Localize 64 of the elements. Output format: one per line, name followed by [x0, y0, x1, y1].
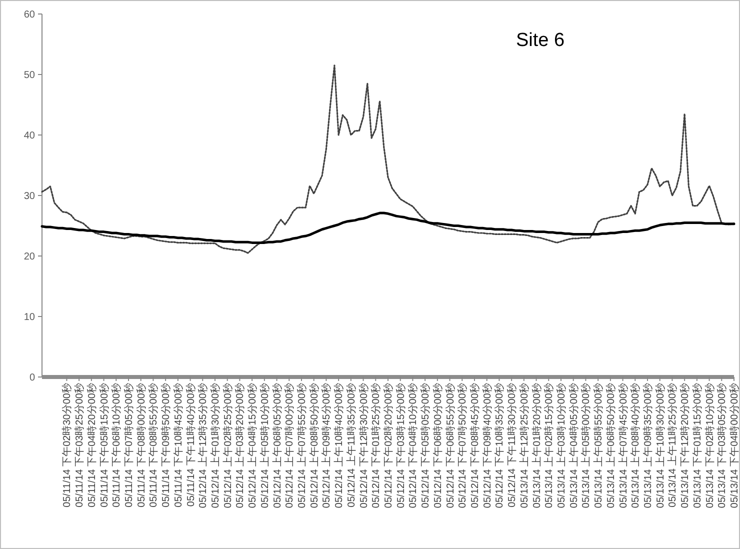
x-tick-label: 05/12/14 上午03時20分00秒: [234, 383, 246, 508]
x-tick-label: 05/13/14 上午05時00分00秒: [580, 383, 592, 508]
x-tick-label: 05/12/14 上午06時05分00秒: [271, 383, 284, 508]
x-tick-label: 05/12/14 上午12時35分00秒: [197, 383, 210, 508]
x-tick-label: 05/12/14 下午07時50分00秒: [456, 383, 469, 508]
x-tick-label: 05/13/14 上午11時25分00秒: [666, 383, 679, 508]
x-tick-label: 05/12/14 上午07時55分00秒: [296, 383, 308, 508]
x-tick-label: 05/13/14 上午09時35分00秒: [642, 383, 654, 508]
x-tick-label: 05/11/14 下午08時55分00秒: [148, 383, 160, 508]
x-tick-label: 05/11/14 下午06時10分00秒: [110, 383, 123, 508]
x-tick-label: 05/12/14 下午04時10分00秒: [407, 383, 420, 508]
x-tick-label: 05/12/14 上午10時40分00秒: [333, 383, 346, 508]
x-tick-label: 05/13/14 下午02時10分00秒: [704, 383, 716, 508]
text: Site 6: [516, 30, 565, 51]
x-tick-label: 05/13/14 下午12時20分00秒: [679, 383, 692, 508]
x-tick-label: 05/12/14 下午12時30分00秒: [358, 383, 370, 508]
x-tick-label: 05/12/14 下午01時25分00秒: [370, 383, 382, 508]
x-tick-label: 05/13/14 上午06時50分00秒: [604, 383, 617, 508]
y-tick-label: 10: [24, 312, 36, 323]
x-tick-label: 05/13/14 上午07時45分00秒: [617, 383, 630, 508]
x-tick-label: 05/11/14 下午10時45分00秒: [172, 383, 184, 508]
y-tick-label: 0: [29, 372, 36, 384]
x-tick-label: 05/12/14 下午03時15分00秒: [394, 383, 407, 508]
x-tick-label: 05/12/14 下午11時30分00秒: [506, 383, 518, 508]
x-tick-label: 05/11/14 下午03時25分00秒: [74, 383, 86, 508]
y-tick-label: 50: [24, 70, 36, 81]
x-tick-label: 05/12/14 下午10時35分00秒: [494, 383, 506, 508]
x-tick-label: 05/12/14 上午11時35分00秒: [345, 383, 358, 508]
x-tick-label: 05/12/14 上午02時25分00秒: [222, 383, 234, 508]
x-tick-label: 05/12/14 下午02時20分00秒: [382, 383, 394, 508]
y-tick-label: 40: [24, 130, 36, 142]
x-tick-label: 05/13/14 上午01時20分00秒: [530, 383, 543, 508]
x-tick-label: 05/12/14 上午08時50分00秒: [308, 383, 320, 508]
x-tick-label: 05/13/14 上午08時40分00秒: [630, 383, 642, 508]
x-tick-label: 05/12/14 上午09時45分00秒: [320, 383, 333, 508]
x-tick-label: 05/12/14 上午01時30分00秒: [210, 383, 222, 508]
x-tick-label: 05/13/14 上午03時10分00秒: [556, 383, 568, 508]
x-tick-label: 05/12/14 上午04時15分00秒: [246, 383, 259, 508]
y-tick-label: 60: [24, 10, 36, 20]
x-tick-label: 05/11/14 下午09時50分00秒: [160, 383, 172, 508]
x-tick-label: 05/13/14 上午02時15分00秒: [543, 383, 556, 508]
x-tick-label: 05/12/14 下午06時55分00秒: [444, 383, 456, 508]
x-tick-label: 05/12/14 下午09時40分00秒: [481, 383, 494, 508]
x-tick-label: 05/12/14 下午05時05分00秒: [420, 383, 432, 508]
x-tick-label: 05/13/14 上午04時05分00秒: [568, 383, 580, 508]
line-series: [40, 212, 736, 244]
x-tick-label: 05/13/14 上午12時25分00秒: [518, 383, 530, 508]
x-tick-label: 05/11/14 下午04時20分00秒: [86, 383, 98, 508]
x-tick-label: 05/11/14 下午11時40分00秒: [184, 383, 197, 507]
y-tick-label: 20: [24, 252, 36, 262]
x-tick-label: 05/11/14 下午05時15分00秒: [98, 383, 110, 508]
x-tick-label: 05/12/14 下午06時00分00秒: [432, 383, 444, 508]
x-tick-label: 05/12/14 上午05時10分00秒: [258, 383, 271, 508]
x-tick-label: 05/11/14 下午08時00分00秒: [135, 383, 148, 508]
x-tick-label: 05/12/14 下午08時45分00秒: [469, 383, 481, 508]
x-tick-label: 05/13/14 下午04時00分00秒: [728, 383, 740, 508]
x-tick-label: 05/13/14 上午05時55分00秒: [592, 383, 605, 508]
x-tick-label: 05/13/14 上午10時30分00秒: [654, 383, 666, 508]
x-tick-label: 05/13/14 下午03時05分00秒: [716, 383, 728, 508]
x-tick-label: 05/11/14 下午02時30分00秒: [61, 383, 74, 508]
y-tick-label: 30: [24, 191, 36, 202]
x-tick-label: 05/12/14 上午07時00分00秒: [284, 383, 296, 508]
x-tick-label: 05/13/14 下午01時15分00秒: [691, 383, 704, 508]
x-tick-label: 05/11/14 下午07時05分00秒: [123, 383, 135, 508]
